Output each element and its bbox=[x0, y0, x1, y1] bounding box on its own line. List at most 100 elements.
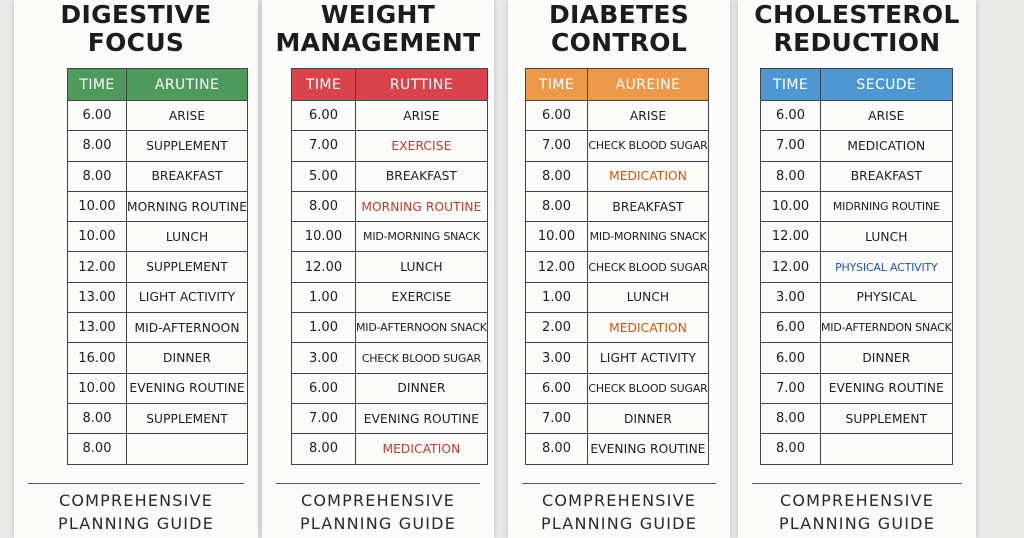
activity-cell: EVENING ROUTINE bbox=[355, 402, 488, 435]
activity-cell bbox=[125, 433, 249, 465]
time-cell: 8.00 bbox=[67, 160, 127, 192]
time-cell: 1.00 bbox=[291, 312, 356, 344]
time-cell: 3.00 bbox=[291, 342, 356, 374]
activity-cell: MEDICATION bbox=[587, 312, 709, 344]
table-row: 8.00 BREAKFAST bbox=[67, 160, 249, 192]
table-row: 12.00 PHYSICAL ACTIVITY bbox=[760, 251, 953, 283]
time-cell: 8.00 bbox=[525, 190, 588, 223]
time-cell: 3.00 bbox=[760, 281, 821, 314]
time-cell: 13.00 bbox=[67, 312, 127, 344]
table-row: 12.00 CHECK BLOOD SUGAR bbox=[525, 251, 709, 283]
table-row: 10.00 MID-MORNING SNACK bbox=[525, 221, 709, 253]
activity-cell: MID-MORNING SNACK bbox=[587, 221, 709, 253]
activity-cell: EXERCISE bbox=[355, 281, 488, 314]
table-row: 8.00 BREAKFAST bbox=[525, 190, 709, 223]
activity-cell: ARISE bbox=[587, 99, 709, 132]
table-row: 6.00 ARISE bbox=[760, 99, 953, 132]
time-cell: 1.00 bbox=[291, 281, 356, 314]
time-cell: 10.00 bbox=[67, 221, 127, 253]
table-row: 8.00 EVENING ROUTINE bbox=[525, 433, 709, 465]
activity-cell: MID-MORNING SNACK bbox=[355, 221, 488, 253]
time-cell: 8.00 bbox=[291, 190, 356, 223]
time-cell: 12.00 bbox=[525, 251, 588, 283]
activity-cell: ARISE bbox=[355, 99, 488, 132]
activity-cell: LUNCH bbox=[125, 221, 249, 253]
card-footer: COMPREHENSIVE PLANNING GUIDE bbox=[28, 483, 244, 535]
time-cell: 10.00 bbox=[525, 221, 588, 253]
time-cell: 10.00 bbox=[291, 221, 356, 253]
time-cell: 8.00 bbox=[67, 433, 127, 465]
card-footer: COMPREHENSIVE PLANNING GUIDE bbox=[522, 483, 716, 535]
table-row: 7.00 CHECK BLOOD SUGAR bbox=[525, 130, 709, 162]
activity-cell: LIGHT ACTIVITY bbox=[587, 342, 709, 374]
time-cell: 16.00 bbox=[67, 342, 127, 374]
activity-cell: LUNCH bbox=[820, 221, 953, 253]
activity-cell: MEDICATION bbox=[587, 160, 709, 192]
activity-cell: SUPPLEMENT bbox=[820, 402, 953, 435]
activity-cell: EVENING ROUTINE bbox=[125, 372, 249, 404]
activity-cell: EXERCISE bbox=[355, 130, 488, 162]
table-header-row: TIME SECUDE bbox=[760, 68, 953, 101]
schedule-table: TIME SECUDE 6.00 ARISE 7.00 MEDICATION 8.00 BRE… bbox=[760, 68, 953, 465]
activity-cell: DINNER bbox=[587, 402, 709, 435]
time-cell: 12.00 bbox=[291, 251, 356, 283]
activity-cell: ARISE bbox=[820, 99, 953, 132]
activity-cell: MIDRNING ROUTINE bbox=[820, 190, 953, 223]
table-row: 13.00 MID-AFTERNOON bbox=[67, 312, 249, 344]
time-cell: 1.00 bbox=[525, 281, 588, 314]
time-cell: 6.00 bbox=[760, 99, 821, 132]
header-activity: AUREINE bbox=[587, 68, 709, 101]
table-row: 12.00 LUNCH bbox=[760, 221, 953, 253]
table-row: 7.00 DINNER bbox=[525, 402, 709, 435]
table-row: 10.00 MID-MORNING SNACK bbox=[291, 221, 488, 253]
activity-cell: CHECK BLOOD SUGAR bbox=[355, 342, 488, 374]
card-title: CHOLESTEROL REDUCTION bbox=[754, 0, 960, 57]
activity-cell: LUNCH bbox=[355, 251, 488, 283]
time-cell: 6.00 bbox=[525, 372, 588, 404]
table-row: 8.00 bbox=[67, 433, 249, 465]
time-cell: 3.00 bbox=[525, 342, 588, 374]
activity-cell: MORNING ROUTINE bbox=[125, 190, 249, 223]
table-row: 8.00 bbox=[760, 433, 953, 465]
table-row: 2.00 MEDICATION bbox=[525, 312, 709, 344]
time-cell: 6.00 bbox=[760, 342, 821, 374]
time-cell: 7.00 bbox=[760, 130, 821, 162]
table-row: 12.00 LUNCH bbox=[291, 251, 488, 283]
table-row: 10.00 MIDRNING ROUTINE bbox=[760, 190, 953, 223]
activity-cell: CHECK BLOOD SUGAR bbox=[587, 251, 709, 283]
table-row: 3.00 PHYSICAL bbox=[760, 281, 953, 314]
schedule-table: TIME RUTTINE 6.00 ARISE 7.00 EXERCISE 5.00 BREA… bbox=[291, 68, 488, 465]
time-cell: 8.00 bbox=[760, 402, 821, 435]
activity-cell: CHECK BLOOD SUGAR bbox=[587, 130, 709, 162]
activity-cell: DINNER bbox=[355, 372, 488, 404]
table-row: 6.00 ARISE bbox=[67, 99, 249, 132]
activity-cell: LUNCH bbox=[587, 281, 709, 314]
time-cell: 8.00 bbox=[291, 433, 356, 465]
time-cell: 10.00 bbox=[760, 190, 821, 223]
card-title: DIGESTIVE FOCUS bbox=[60, 0, 212, 57]
card-title: DIABETES CONTROL bbox=[548, 0, 690, 57]
table-row: 16.00 DINNER bbox=[67, 342, 249, 374]
card-title: WEIGHT MANAGEMENT bbox=[275, 0, 481, 57]
time-cell: 6.00 bbox=[291, 99, 356, 132]
time-cell: 8.00 bbox=[525, 433, 588, 465]
header-activity: RUTTINE bbox=[355, 68, 488, 101]
time-cell: 6.00 bbox=[67, 99, 127, 132]
schedule-card: DIABETES CONTROL TIME AUREINE 6.00 ARISE 7.0… bbox=[508, 0, 730, 538]
table-row: 10.00 LUNCH bbox=[67, 221, 249, 253]
activity-cell: SUPPLEMENT bbox=[125, 251, 249, 283]
table-row: 8.00 BREAKFAST bbox=[760, 160, 953, 192]
time-cell: 7.00 bbox=[525, 130, 588, 162]
time-cell: 8.00 bbox=[67, 402, 127, 435]
table-row: 10.00 MORNING ROUTINE bbox=[67, 190, 249, 223]
activity-cell: LIGHT ACTIVITY bbox=[125, 281, 249, 314]
table-row: 7.00 EVENING ROUTINE bbox=[291, 402, 488, 435]
activity-cell: DINNER bbox=[125, 342, 249, 374]
schedule-card: WEIGHT MANAGEMENT TIME RUTTINE 6.00 ARISE 7.… bbox=[262, 0, 494, 538]
time-cell: 12.00 bbox=[67, 251, 127, 283]
activity-cell: ARISE bbox=[125, 99, 249, 132]
table-row: 1.00 EXERCISE bbox=[291, 281, 488, 314]
schedule-table: TIME AUREINE 6.00 ARISE 7.00 CHECK BLOOD SUGA… bbox=[525, 68, 709, 465]
activity-cell: CHECK BLOOD SUGAR bbox=[587, 372, 709, 404]
table-row: 6.00 ARISE bbox=[525, 99, 709, 132]
